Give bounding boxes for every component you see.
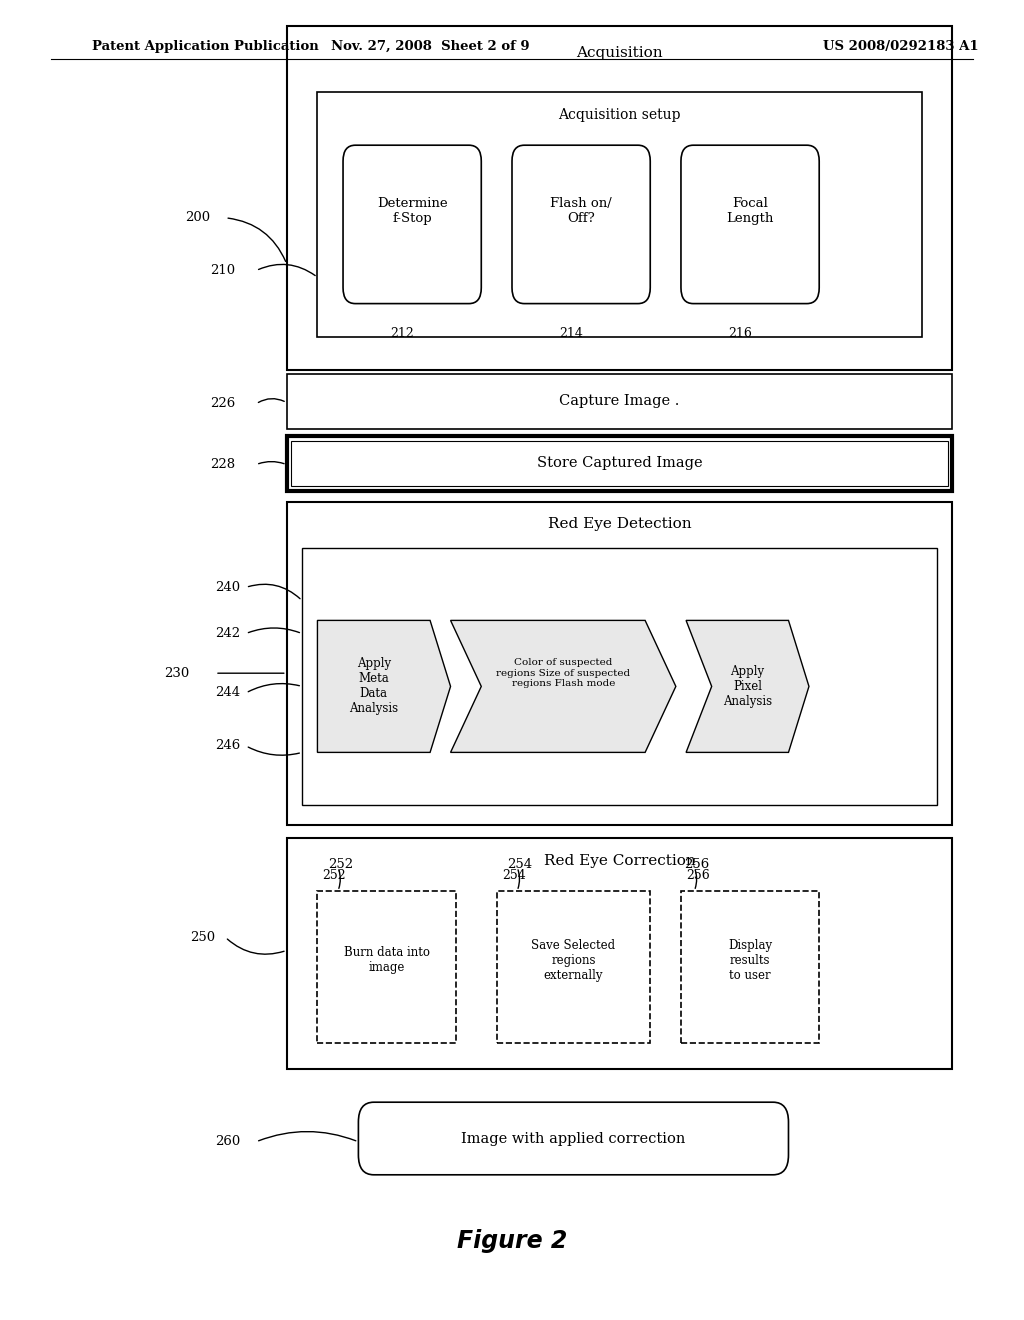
Text: Acquisition setup: Acquisition setup: [558, 108, 681, 123]
Text: 242: 242: [215, 627, 241, 640]
Text: 256: 256: [684, 858, 710, 871]
Text: Focal
Length: Focal Length: [726, 197, 774, 226]
Text: 256: 256: [686, 869, 710, 882]
Text: Image with applied correction: Image with applied correction: [461, 1131, 686, 1146]
Text: Figure 2: Figure 2: [457, 1229, 567, 1253]
Text: 260: 260: [215, 1135, 241, 1148]
Text: Capture Image .: Capture Image .: [559, 395, 680, 408]
Text: Red Eye Correction: Red Eye Correction: [544, 854, 695, 869]
FancyBboxPatch shape: [317, 891, 456, 1043]
Text: 214: 214: [559, 327, 583, 341]
FancyBboxPatch shape: [512, 145, 650, 304]
Text: Patent Application Publication: Patent Application Publication: [92, 40, 318, 53]
FancyBboxPatch shape: [497, 891, 650, 1043]
Text: 216: 216: [728, 327, 752, 341]
Polygon shape: [451, 620, 676, 752]
Text: Display
results
to user: Display results to user: [728, 939, 772, 982]
Text: 250: 250: [189, 931, 215, 944]
Text: US 2008/0292183 A1: US 2008/0292183 A1: [823, 40, 979, 53]
Text: Determine
f-Stop: Determine f-Stop: [377, 197, 447, 226]
Text: 246: 246: [215, 739, 241, 752]
Text: Apply
Meta
Data
Analysis: Apply Meta Data Analysis: [349, 657, 398, 715]
Text: 210: 210: [210, 264, 236, 277]
FancyBboxPatch shape: [287, 838, 952, 1069]
Text: 244: 244: [215, 686, 241, 700]
Text: Save Selected
regions
externally: Save Selected regions externally: [531, 939, 615, 982]
FancyBboxPatch shape: [287, 436, 952, 491]
FancyBboxPatch shape: [291, 441, 948, 486]
Text: Burn data into
image: Burn data into image: [344, 946, 429, 974]
Text: Store Captured Image: Store Captured Image: [537, 457, 702, 470]
FancyBboxPatch shape: [317, 92, 922, 337]
Text: Flash on/
Off?: Flash on/ Off?: [550, 197, 612, 226]
Text: 240: 240: [215, 581, 241, 594]
Text: Red Eye Detection: Red Eye Detection: [548, 517, 691, 532]
FancyBboxPatch shape: [343, 145, 481, 304]
Text: 254: 254: [507, 858, 532, 871]
Text: 230: 230: [164, 667, 189, 680]
Text: Acquisition: Acquisition: [577, 46, 663, 61]
FancyBboxPatch shape: [287, 374, 952, 429]
Text: 252: 252: [323, 869, 346, 882]
Polygon shape: [317, 620, 451, 752]
FancyBboxPatch shape: [302, 548, 937, 805]
Text: 228: 228: [210, 458, 236, 471]
FancyBboxPatch shape: [681, 891, 819, 1043]
Text: Color of suspected
regions Size of suspected
regions Flash mode: Color of suspected regions Size of suspe…: [497, 659, 630, 688]
Text: Nov. 27, 2008  Sheet 2 of 9: Nov. 27, 2008 Sheet 2 of 9: [331, 40, 529, 53]
Polygon shape: [686, 620, 809, 752]
FancyBboxPatch shape: [358, 1102, 788, 1175]
Text: 252: 252: [328, 858, 353, 871]
Text: Apply
Pixel
Analysis: Apply Pixel Analysis: [723, 665, 772, 708]
Text: 212: 212: [390, 327, 414, 341]
Text: 226: 226: [210, 397, 236, 411]
Text: 254: 254: [502, 869, 525, 882]
FancyBboxPatch shape: [287, 502, 952, 825]
FancyBboxPatch shape: [287, 26, 952, 370]
FancyBboxPatch shape: [681, 145, 819, 304]
Text: 200: 200: [184, 211, 210, 224]
